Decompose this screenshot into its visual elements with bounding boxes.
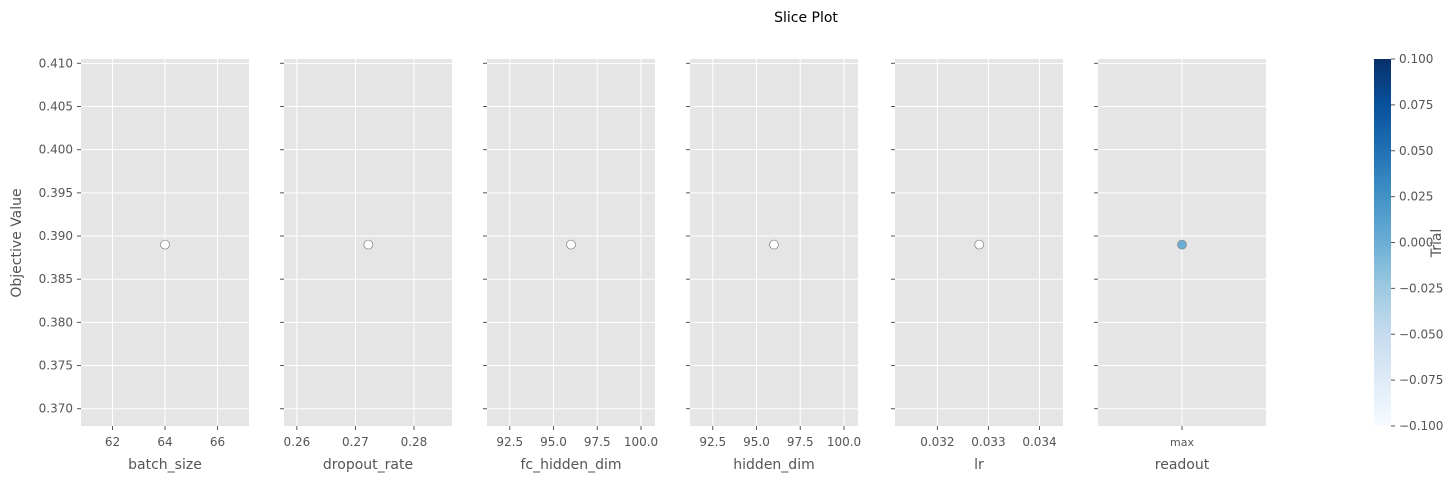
panels: 0.370 0.375 0.380 0.385 0.390 0.395 0.400 0.405… <box>39 56 1266 473</box>
panel-lr: 0.032 0.033 0.034 lr <box>891 59 1063 473</box>
data-point <box>974 239 985 250</box>
x-tick-label: 92.5 <box>699 435 726 449</box>
data-point <box>1177 239 1187 250</box>
x-tick-label: 0.26 <box>284 435 311 449</box>
colorbar-tick-label: −0.075 <box>1399 373 1443 387</box>
x-axis-label: readout <box>1155 457 1210 473</box>
x-tick-label: 100.0 <box>624 435 658 449</box>
colorbar-ticks: 0.100 0.075 0.050 0.025 0.000 −0.025 −0.050 −0.… <box>1391 52 1443 433</box>
x-tick-label: 64 <box>157 435 172 449</box>
y-tick-label: 0.375 <box>39 359 73 373</box>
colorbar-tick-label: 0.000 <box>1399 236 1433 250</box>
y-tick-label: 0.400 <box>39 143 73 157</box>
y-tick-label: 0.380 <box>39 315 73 329</box>
data-point <box>363 239 374 250</box>
x-tick-label: 97.5 <box>787 435 814 449</box>
colorbar-gradient <box>1374 59 1391 426</box>
x-tick-label: 0.27 <box>342 435 369 449</box>
x-tick-label: 100.0 <box>827 435 861 449</box>
colorbar-tick-label: 0.075 <box>1399 98 1433 112</box>
chart-title: Slice Plot <box>774 10 838 26</box>
data-point <box>769 239 779 250</box>
panel-fc-hidden-dim: 92.5 95.0 97.5 100.0fc_hidden_dim <box>483 59 658 473</box>
x-axis-label: fc_hidden_dim <box>520 457 621 473</box>
x-axis-label: hidden_dim <box>733 457 814 473</box>
colorbar-tick-label: −0.050 <box>1399 327 1443 341</box>
x-tick-label: 0.033 <box>971 435 1005 449</box>
x-tick-label: 0.28 <box>401 435 428 449</box>
panel-dropout-rate: 0.26 0.27 0.28 dropout_rate <box>280 59 452 473</box>
y-tick-label: 0.405 <box>39 99 73 113</box>
x-tick-label: 66 <box>210 435 225 449</box>
colorbar-tick-label: 0.050 <box>1399 144 1433 158</box>
data-point <box>160 239 170 250</box>
data-point <box>566 239 576 250</box>
colorbar-label: Trial <box>1429 229 1445 259</box>
colorbar-tick-label: 0.025 <box>1399 190 1433 204</box>
colorbar-tick-label: −0.100 <box>1399 419 1443 433</box>
y-tick-label: 0.385 <box>39 272 73 286</box>
x-axis-label: lr <box>974 457 984 473</box>
panel-batch-size: 0.370 0.375 0.380 0.385 0.390 0.395 0.400 0.405… <box>39 56 249 473</box>
x-tick-label: 92.5 <box>496 435 523 449</box>
colorbar-tick-label: 0.100 <box>1399 52 1433 66</box>
x-tick-label: max <box>1170 436 1194 449</box>
x-tick-label: 62 <box>105 435 120 449</box>
y-tick-label: 0.410 <box>39 56 73 70</box>
colorbar: 0.100 0.075 0.050 0.025 0.000 −0.025 −0.050 −0.… <box>1374 52 1445 433</box>
x-axis-label: dropout_rate <box>323 457 413 473</box>
colorbar-tick-label: −0.025 <box>1399 281 1443 295</box>
panel-hidden-dim: 92.5 95.0 97.5 100.0 hidden_dim <box>686 59 861 473</box>
y-tick-label: 0.390 <box>39 229 73 243</box>
panel-readout: max readout <box>1094 59 1266 473</box>
x-axis-label: batch_size <box>128 457 202 473</box>
x-tick-label: 95.0 <box>540 435 567 449</box>
x-tick-label: 0.032 <box>920 435 954 449</box>
y-axis-label: Objective Value <box>9 188 25 297</box>
x-tick-label: 95.0 <box>743 435 770 449</box>
x-tick-label: 97.5 <box>584 435 611 449</box>
y-tick-label: 0.370 <box>39 402 73 416</box>
y-tick-label: 0.395 <box>39 186 73 200</box>
x-tick-label: 0.034 <box>1022 435 1056 449</box>
